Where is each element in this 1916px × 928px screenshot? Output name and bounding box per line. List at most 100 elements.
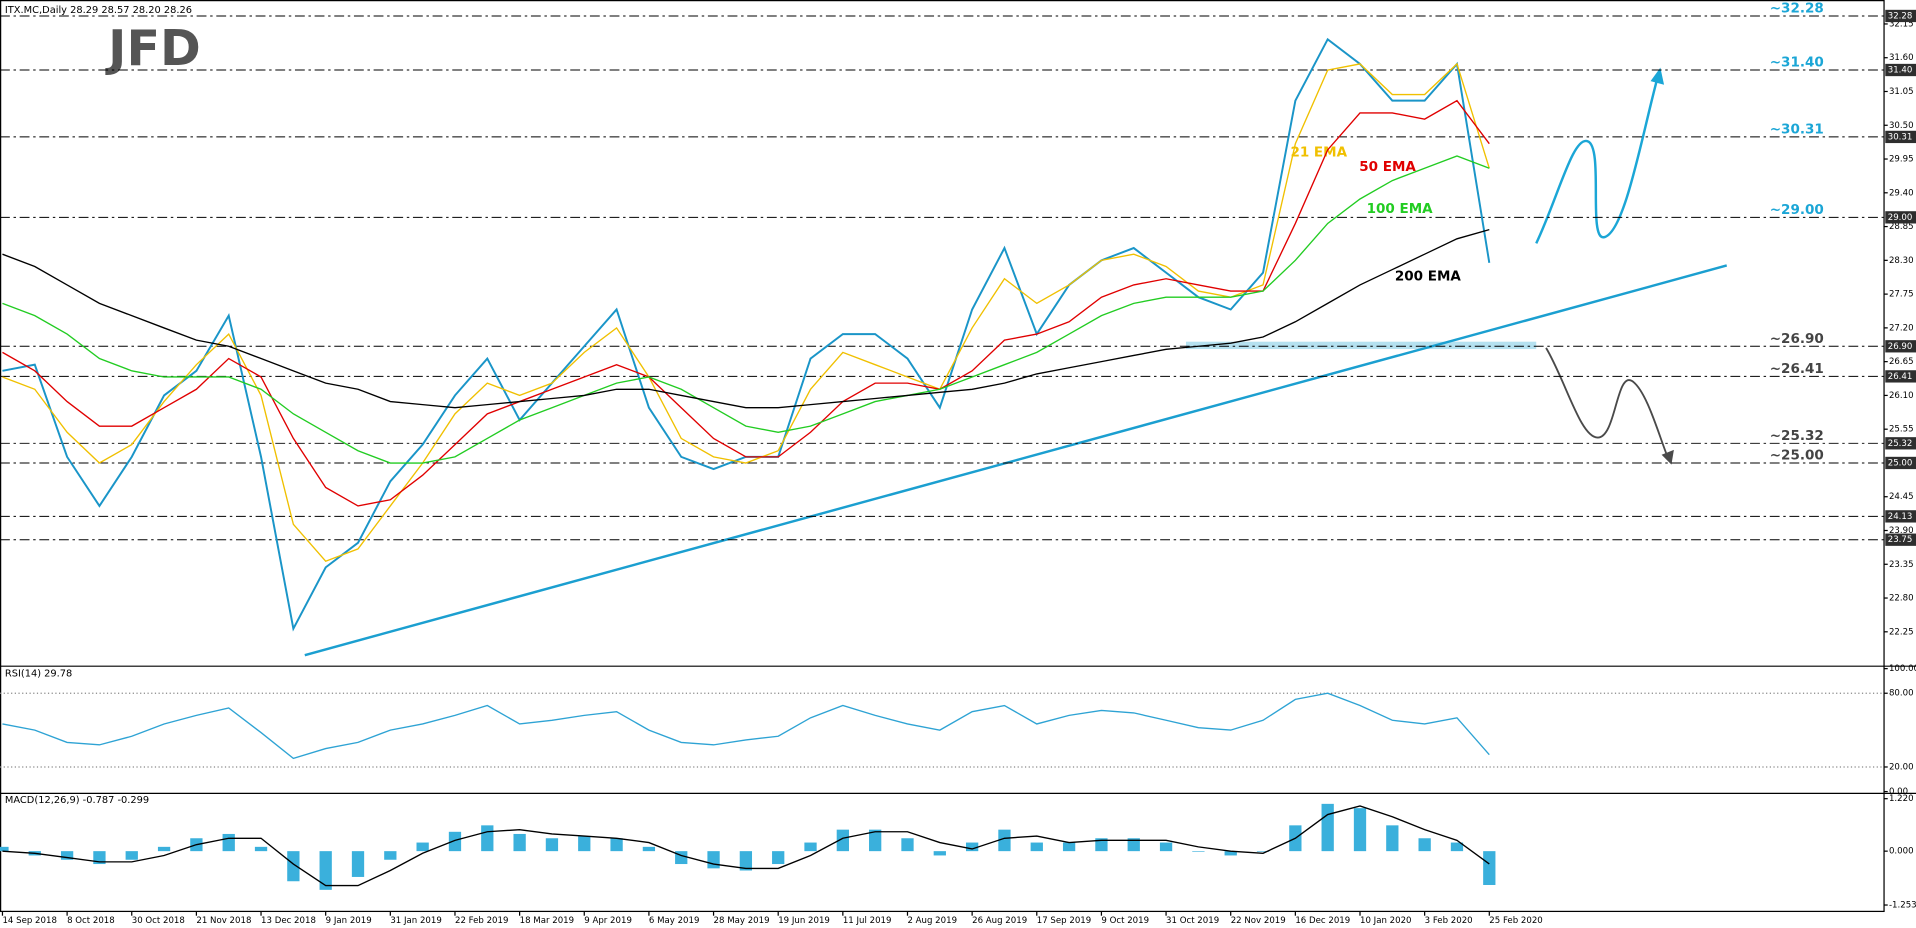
histogram-bar: [319, 851, 332, 890]
level-box: [1885, 533, 1916, 546]
histogram-bar: [965, 842, 979, 852]
level-annotation: ~25.00: [1770, 448, 1824, 464]
series-line: [2, 228, 1490, 409]
y-tick-label: 24.45: [1889, 492, 1914, 502]
panel-title: MACD(12,26,9) -0.787 -0.299: [5, 795, 149, 806]
level-annotation: ~32.28: [1770, 1, 1824, 17]
y-tick-label: 32.15: [1889, 19, 1914, 29]
y-tick-label: 26.10: [1889, 391, 1914, 401]
series-line: [2, 155, 1490, 464]
histogram-bar: [1450, 842, 1464, 852]
x-tick-label: 16 Dec 2019: [1295, 916, 1350, 926]
x-tick-label: 25 Feb 2020: [1489, 916, 1542, 926]
level-label: 26.90: [1888, 342, 1913, 352]
histogram-bar: [610, 838, 623, 852]
x-tick-label: 17 Sep 2019: [1037, 916, 1091, 926]
y-tick-label: 20.00: [1889, 762, 1914, 772]
arrow-head: [1661, 449, 1674, 465]
histogram-bar: [416, 842, 429, 852]
histogram-bar: [351, 851, 365, 877]
level-label: 30.31: [1888, 132, 1913, 142]
level-box: [1885, 9, 1916, 23]
histogram-bar: [1256, 851, 1270, 852]
histogram-bar: [60, 851, 74, 860]
level-box: [1885, 370, 1916, 383]
level-box: [1885, 130, 1916, 144]
x-tick-label: 22 Nov 2019: [1231, 916, 1286, 926]
panel-title: RSI(14) 29.78: [5, 669, 72, 680]
y-tick-label: 29.95: [1889, 155, 1914, 165]
histogram-bar: [481, 825, 494, 852]
bullish-arrow: [1535, 75, 1660, 244]
y-tick-label: 26.65: [1889, 357, 1914, 367]
histogram-bar: [1418, 838, 1431, 852]
histogram-bar: [1224, 851, 1237, 856]
histogram-bar: [0, 846, 9, 852]
histogram-bar: [804, 842, 817, 852]
y-tick-label: 27.20: [1889, 323, 1914, 333]
histogram-bar: [125, 851, 138, 860]
histogram-bar: [1353, 808, 1367, 852]
level-label: 26.41: [1888, 372, 1913, 382]
level-box: [1885, 63, 1916, 77]
level-box: [1885, 510, 1916, 523]
histogram-bar: [1127, 838, 1140, 852]
y-tick-label: 0.000: [1889, 847, 1914, 857]
x-tick-label: 22 Feb 2019: [455, 916, 508, 926]
level-label: 24.13: [1888, 512, 1913, 522]
x-tick-label: 13 Dec 2018: [261, 916, 316, 926]
series-line: [2, 99, 1490, 507]
x-tick-label: 31 Jan 2019: [390, 916, 442, 926]
level-annotation: ~26.41: [1770, 361, 1824, 377]
y-tick-label: 22.25: [1889, 627, 1914, 637]
histogram-bar: [772, 851, 785, 865]
x-tick-label: 21 Nov 2018: [196, 916, 251, 926]
x-tick-label: 6 May 2019: [649, 916, 700, 926]
level-box: [1885, 437, 1916, 450]
histogram-bar: [836, 829, 849, 852]
series-label: 100 EMA: [1367, 201, 1434, 217]
histogram-bar: [1192, 851, 1205, 852]
histogram-bar: [578, 836, 591, 852]
level-annotation: ~26.90: [1770, 331, 1824, 347]
level-label: 32.28: [1888, 11, 1913, 21]
histogram-bar: [1483, 851, 1496, 885]
y-tick-label: 25.55: [1889, 425, 1914, 435]
x-tick-label: 9 Apr 2019: [584, 916, 632, 926]
histogram-bar: [1159, 842, 1173, 852]
logo: JFD: [105, 19, 201, 77]
y-tick-label: 22.80: [1889, 594, 1914, 604]
y-tick-label: -1.253: [1889, 901, 1916, 911]
x-tick-label: 9 Jan 2019: [326, 916, 372, 926]
level-box: [1885, 211, 1916, 224]
series-line: [2, 692, 1490, 760]
x-tick-label: 14 Sep 2018: [2, 916, 56, 926]
y-tick-label: 23.35: [1889, 560, 1914, 570]
y-tick-label: 23.90: [1889, 526, 1914, 536]
level-annotation: ~31.40: [1770, 55, 1824, 71]
histogram-bar: [1062, 842, 1076, 852]
y-tick-label: 31.05: [1889, 87, 1914, 97]
histogram-bar: [157, 846, 171, 852]
histogram-bar: [1386, 825, 1399, 852]
series-label: 21 EMA: [1290, 144, 1347, 160]
y-tick-label: 29.40: [1889, 188, 1914, 198]
x-tick-label: 31 Oct 2019: [1166, 916, 1219, 926]
arrow-head: [1650, 67, 1665, 85]
support-zone: [1185, 341, 1537, 350]
trendline: [304, 264, 1728, 657]
histogram-bar: [254, 846, 268, 852]
histogram-bar: [933, 851, 946, 856]
level-annotation: ~25.32: [1770, 428, 1824, 444]
y-tick-label: 27.75: [1889, 290, 1914, 300]
level-box: [1885, 456, 1916, 470]
x-tick-label: 18 Mar 2019: [520, 916, 574, 926]
level-annotation: ~29.00: [1770, 202, 1824, 218]
x-tick-label: 10 Jan 2020: [1360, 916, 1412, 926]
level-annotation: ~30.31: [1770, 122, 1824, 138]
series-label: 50 EMA: [1359, 159, 1416, 175]
histogram-bar: [1321, 803, 1334, 852]
y-tick-label: 30.50: [1889, 121, 1914, 131]
